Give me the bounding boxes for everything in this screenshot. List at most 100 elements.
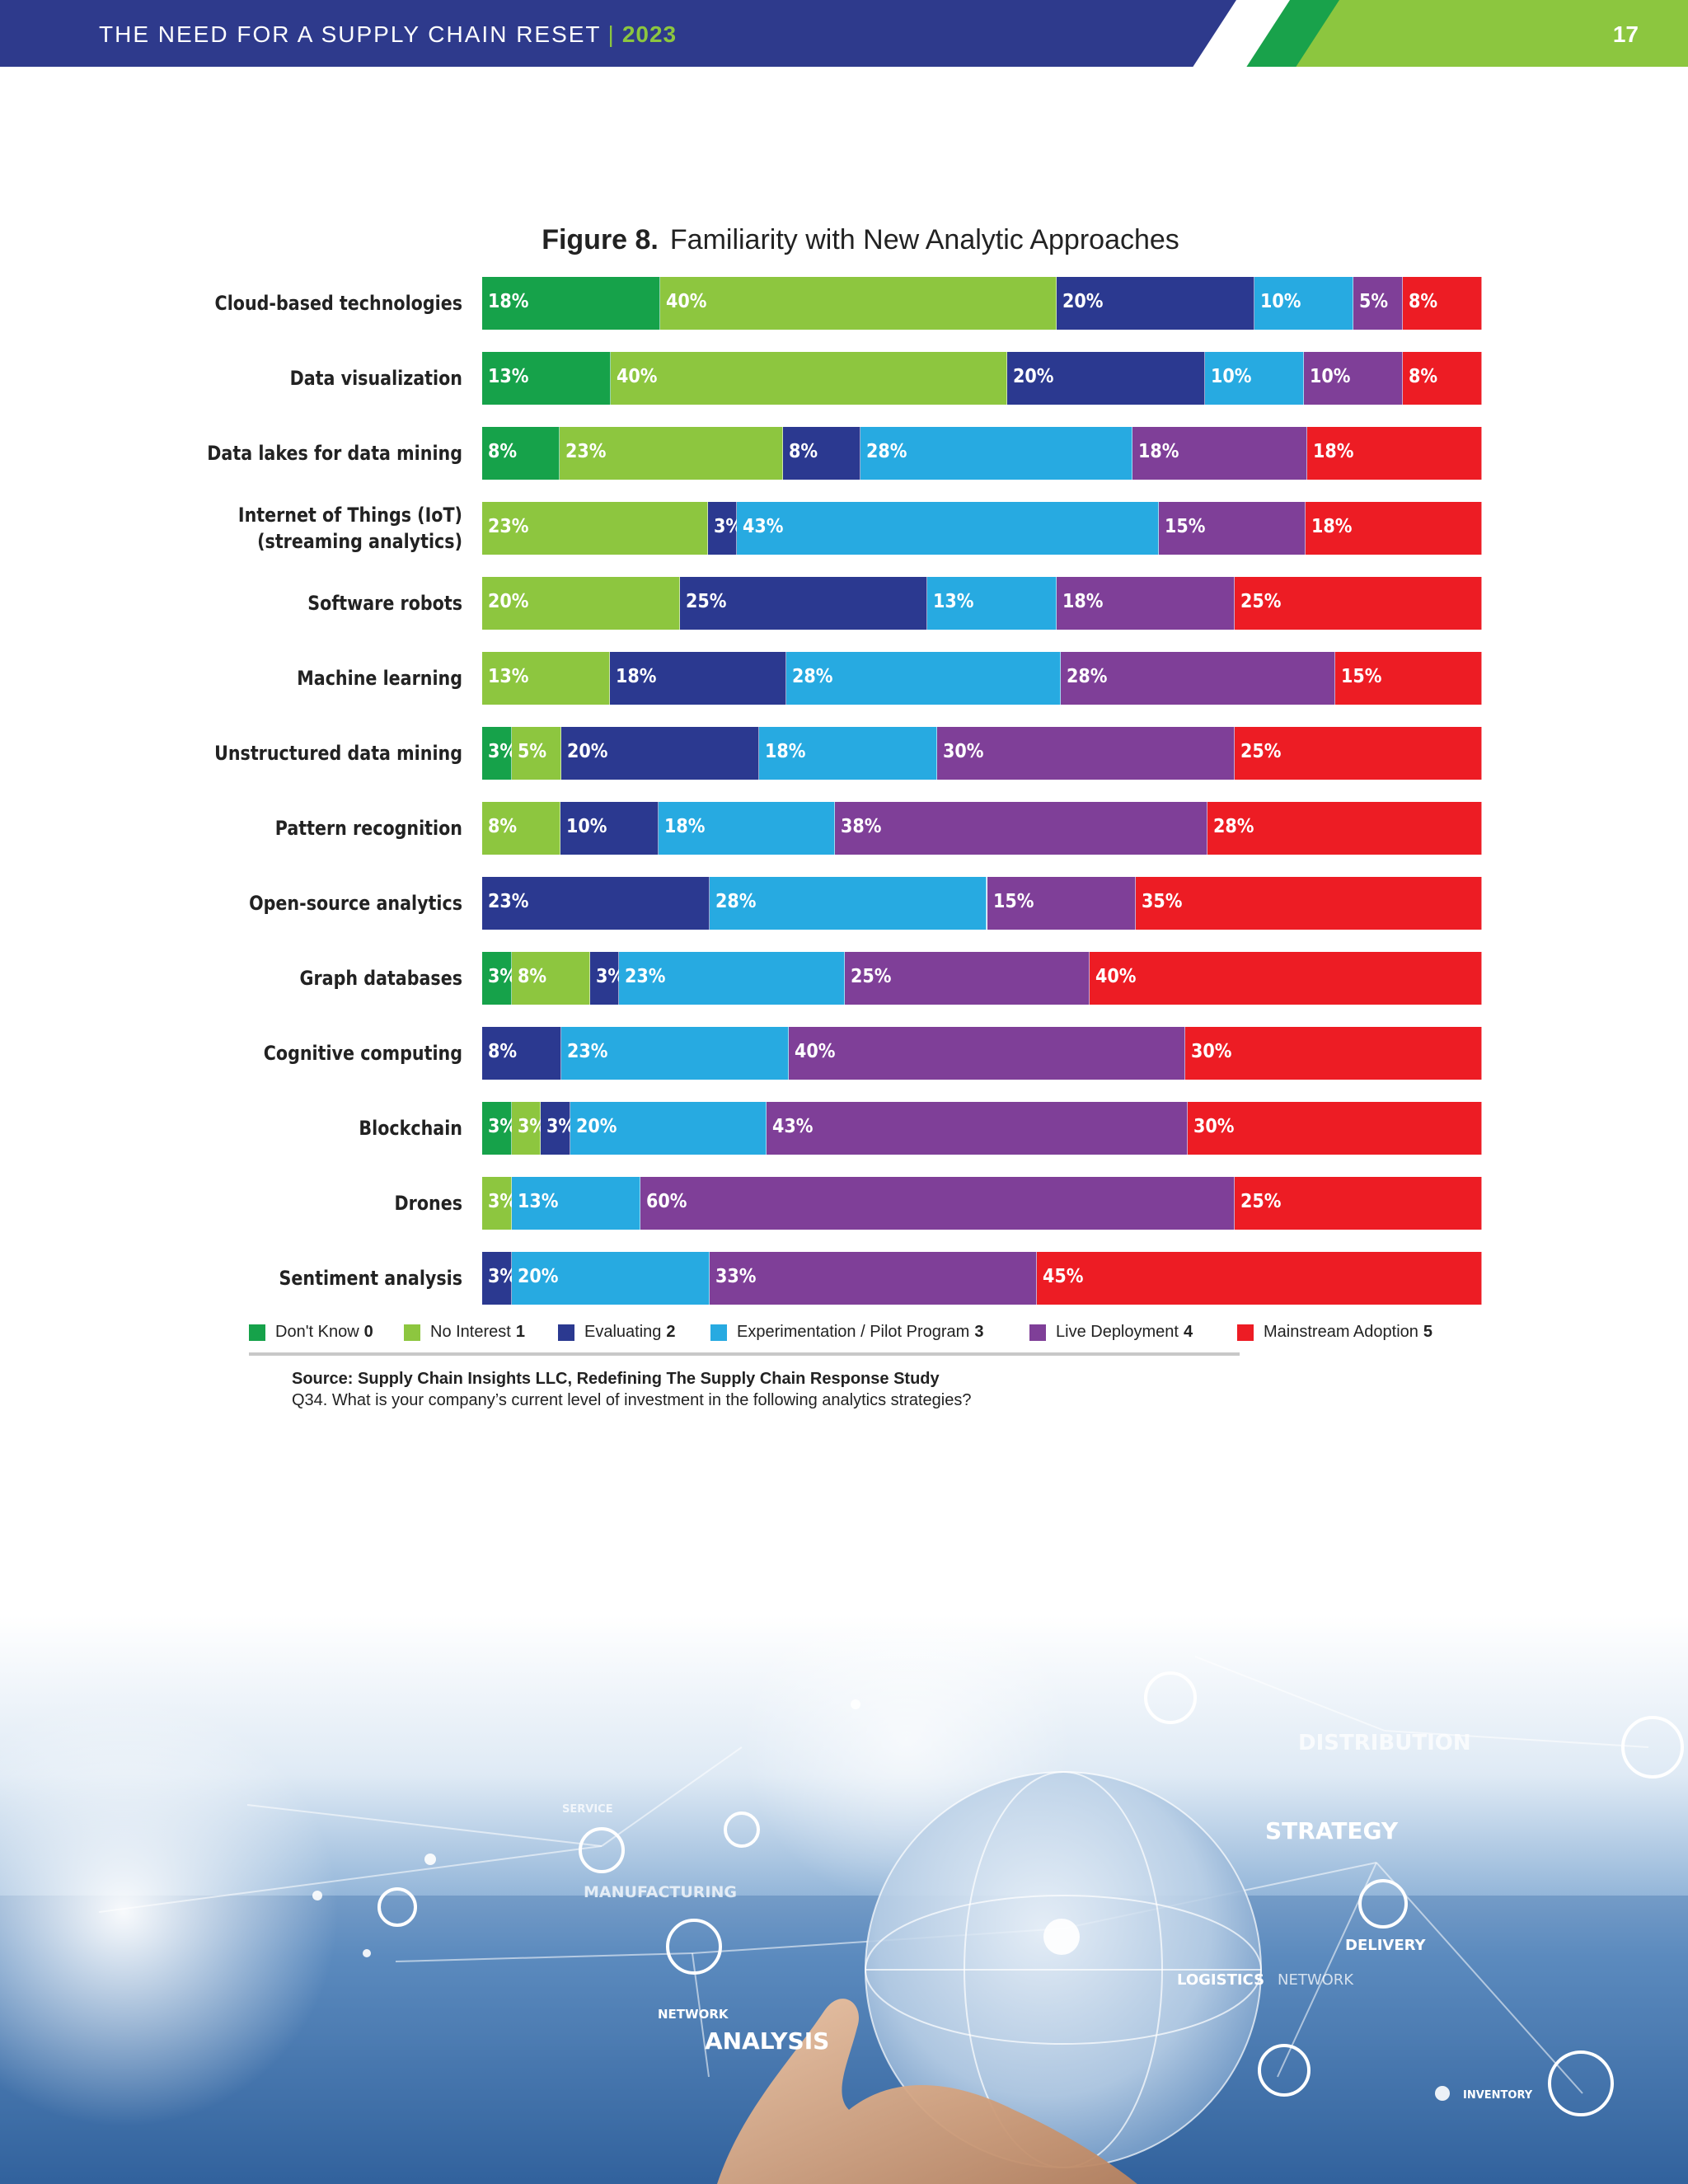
illustration-background — [0, 1615, 1688, 2184]
legend-item: Don't Know 0 — [249, 1323, 373, 1342]
bar-segment: 3% — [482, 1102, 517, 1155]
bar-segment: 15% — [1334, 652, 1482, 705]
bar-segment: 20% — [570, 1102, 767, 1155]
illustration-label: SERVICE — [562, 1803, 613, 1816]
legend-level: 1 — [515, 1323, 525, 1341]
bar-segment: 28% — [710, 877, 987, 930]
bar-segment: 5% — [1353, 277, 1403, 330]
legend-level: 3 — [974, 1323, 984, 1341]
data-label: 20% — [518, 1266, 559, 1287]
bar-segment: 23% — [560, 427, 784, 480]
legend-level: 2 — [666, 1323, 676, 1341]
bar-segment: 8% — [783, 427, 861, 480]
bar-segment: 35% — [1135, 877, 1482, 930]
illustration-label: LOGISTICS — [1177, 1971, 1265, 1989]
data-label: 25% — [1240, 1191, 1282, 1212]
data-label: 28% — [1213, 816, 1254, 837]
legend-divider — [249, 1352, 1240, 1356]
category-label: Cognitive computing — [263, 1042, 462, 1065]
data-label: 23% — [565, 441, 607, 462]
legend-level: 0 — [363, 1323, 373, 1341]
category-label: Open-source analytics — [249, 892, 462, 915]
legend-label: Evaluating — [584, 1323, 662, 1341]
data-label: 30% — [1193, 1116, 1235, 1137]
illustration-label: NETWORK — [1278, 1971, 1354, 1989]
data-label: 20% — [576, 1116, 617, 1137]
data-label: 45% — [1042, 1266, 1084, 1287]
data-label: 18% — [1311, 516, 1353, 537]
data-label: 20% — [488, 591, 529, 612]
bar-segment: 8% — [482, 427, 560, 480]
legend-swatch — [710, 1324, 727, 1341]
legend-swatch — [404, 1324, 420, 1341]
supply-chain-illustration: DISTRIBUTION STRATEGY MANUFACTURING SERV… — [0, 1615, 1688, 2184]
illustration-label: DELIVERY — [1345, 1937, 1426, 1954]
legend-label: No Interest — [430, 1323, 511, 1341]
data-label: 18% — [488, 291, 529, 312]
bar-segment: 25% — [1234, 1177, 1482, 1230]
bar-segment: 3% — [482, 727, 517, 780]
bar-segment: 13% — [482, 352, 612, 405]
bar-segment: 18% — [659, 802, 836, 855]
bar-segment: 28% — [785, 652, 1061, 705]
bar-segment: 45% — [1036, 1252, 1482, 1305]
bar-segment: 8% — [482, 1027, 562, 1080]
bar-segment: 3% — [482, 952, 517, 1005]
legend-label: Don't Know — [275, 1323, 359, 1341]
bar-segment: 30% — [1184, 1027, 1482, 1080]
figure-title-text: Familiarity with New Analytic Approaches — [669, 224, 1179, 255]
bar-segment: 13% — [482, 652, 610, 705]
bar-segment: 15% — [987, 877, 1136, 930]
category-label: Unstructured data mining — [214, 742, 462, 765]
data-label: 18% — [1138, 441, 1179, 462]
bar-segment: 10% — [1303, 352, 1403, 405]
data-label: 13% — [518, 1191, 559, 1212]
bar-segment: 18% — [1307, 427, 1482, 480]
bar-segment: 25% — [1234, 577, 1482, 630]
bar-segment: 18% — [1056, 577, 1235, 630]
data-label: 8% — [488, 1041, 518, 1062]
data-label: 5% — [518, 741, 547, 762]
legend-label: Mainstream Adoption — [1264, 1323, 1418, 1341]
category-label: Graph databases — [299, 967, 462, 990]
figure-title: Figure 8. Familiarity with New Analytic A… — [0, 224, 1688, 256]
bar-segment: 20% — [512, 1252, 710, 1305]
data-label: 40% — [795, 1041, 836, 1062]
legend-label: Live Deployment — [1056, 1323, 1179, 1341]
data-label: 10% — [566, 816, 607, 837]
page-header: THE NEED FOR A SUPPLY CHAIN RESET | 2023 1… — [0, 0, 1688, 67]
data-label: 35% — [1141, 891, 1183, 912]
bar-segment: 38% — [835, 802, 1207, 855]
data-label: 10% — [1309, 366, 1351, 387]
data-label: 23% — [625, 966, 667, 987]
data-label: 13% — [488, 666, 529, 687]
data-label: 28% — [791, 666, 833, 687]
legend-level: 5 — [1423, 1323, 1433, 1341]
data-label: 15% — [1340, 666, 1382, 687]
header-lime-band-right — [1401, 0, 1688, 67]
data-label: 33% — [715, 1266, 757, 1287]
bar-segment: 23% — [619, 952, 845, 1005]
bar-segment: 20% — [482, 577, 681, 630]
data-label: 18% — [765, 741, 806, 762]
bar-segment: 3% — [707, 502, 743, 555]
report-year: 2023 — [621, 21, 678, 47]
source-label: Source: — [292, 1370, 354, 1388]
bar-segment: 28% — [1060, 652, 1335, 705]
bar-segment: 40% — [789, 1027, 1185, 1080]
category-label: Sentiment analysis — [279, 1267, 462, 1290]
legend-item: Experimentation / Pilot Program 3 — [710, 1323, 983, 1342]
data-label: 18% — [664, 816, 706, 837]
data-label: 8% — [789, 441, 818, 462]
illustration-label: ANALYSIS — [705, 2027, 830, 2055]
category-label: Data lakes for data mining — [207, 442, 463, 465]
bar-segment: 23% — [561, 1027, 790, 1080]
illustration-label: DISTRIBUTION — [1298, 1731, 1471, 1755]
data-label: 13% — [933, 591, 974, 612]
source-note: Source: Supply Chain Insights LLC, Redef… — [292, 1368, 971, 1411]
bar-segment: 18% — [1132, 427, 1307, 480]
bar-segment: 8% — [1402, 277, 1482, 330]
bar-segment: 3% — [511, 1102, 546, 1155]
bar-segment: 20% — [1056, 277, 1254, 330]
legend-item: Evaluating 2 — [558, 1323, 676, 1342]
